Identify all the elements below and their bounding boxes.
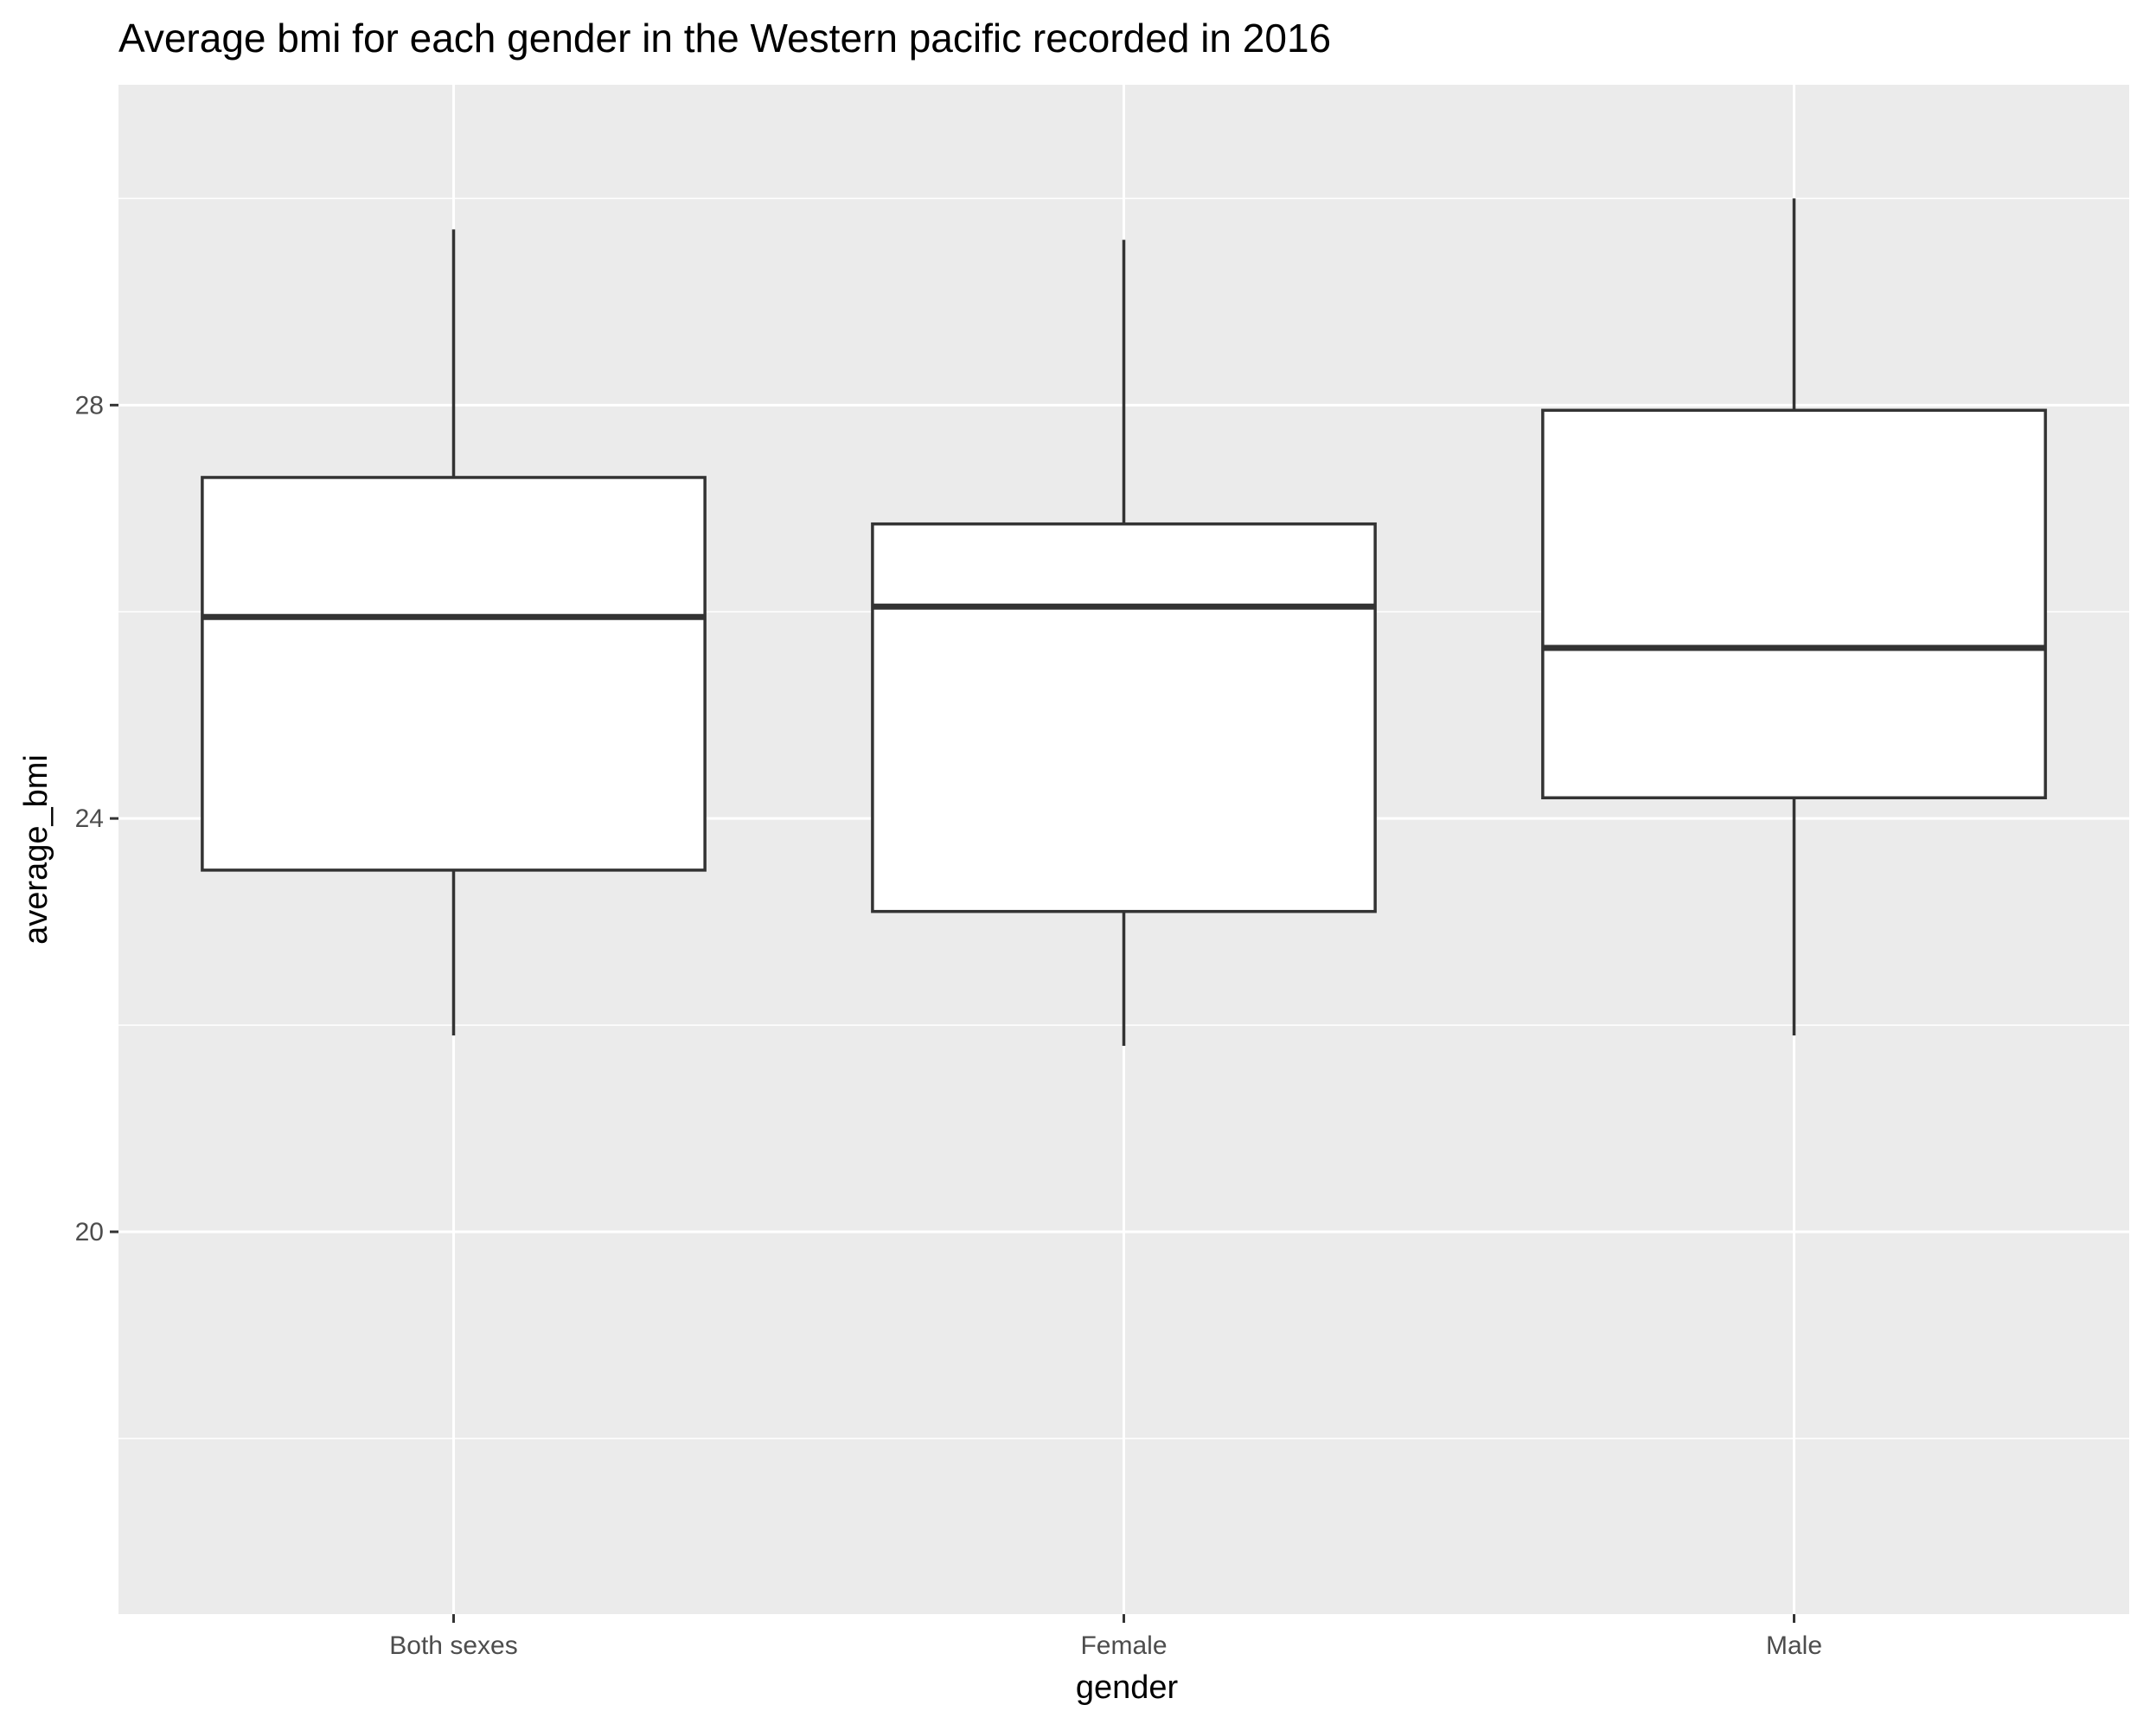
y-axis-title: average_bmi [18,754,54,945]
iqr-box [201,476,707,872]
y-tick-label: 20 [75,1218,104,1247]
x-tick-label: Male [1766,1631,1822,1660]
iqr-box [871,522,1377,913]
boxplot-both-sexes [201,229,707,1036]
iqr-box [1541,408,2047,800]
x-tick-label: Both sexes [389,1631,517,1660]
y-axis-ticks: 20 24 28 [75,391,118,1247]
x-tick-label: Female [1080,1631,1167,1660]
y-tick-label: 28 [75,391,104,420]
x-axis-ticks: Both sexes Female Male [389,1614,1822,1660]
chart-title: Average bmi for each gender in the Weste… [118,16,1331,61]
boxplot-male [1541,198,2047,1036]
x-axis-title: gender [1076,1670,1179,1706]
boxplots [201,198,2047,1046]
boxplot-female [871,240,1377,1046]
y-tick-label: 24 [75,804,104,833]
